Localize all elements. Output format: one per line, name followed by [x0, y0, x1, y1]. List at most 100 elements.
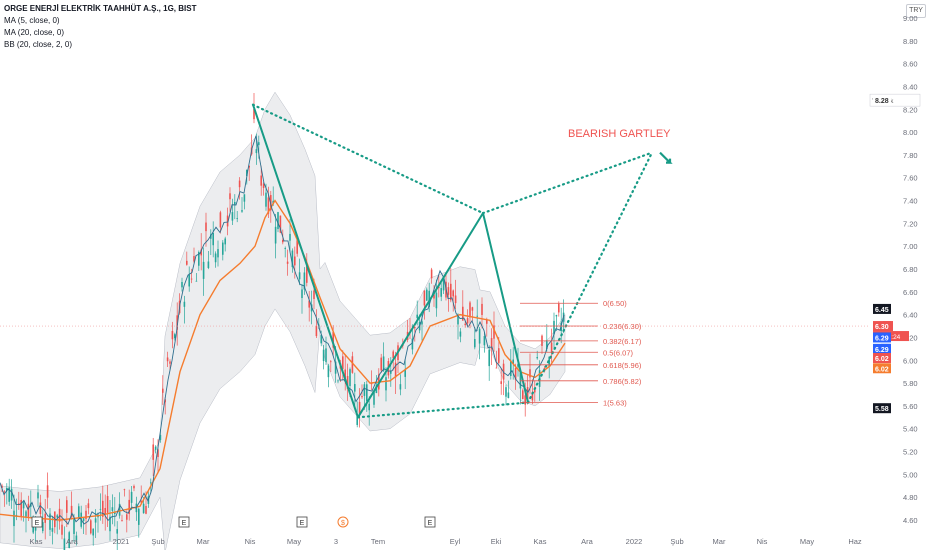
candle-body [286, 261, 289, 264]
candle-body [440, 288, 442, 297]
ask-price-badge-bg [873, 321, 891, 332]
earnings-marker[interactable]: E [296, 516, 308, 528]
candle-body [13, 510, 15, 527]
candle-body [416, 314, 418, 318]
candle-body [486, 320, 488, 324]
candle-body [284, 248, 286, 249]
y-tick-label: 5.40 [903, 425, 918, 434]
x-tick-label: Ara [581, 537, 594, 546]
candle-body [260, 175, 262, 186]
candle-body [289, 233, 291, 241]
candle-body [452, 290, 454, 297]
x-tick-label: May [287, 537, 301, 546]
candle-body [1, 485, 3, 488]
candle-body [306, 266, 308, 283]
ma20-line [0, 199, 566, 521]
candle-body [128, 499, 130, 514]
high-tag-frame [869, 93, 921, 107]
candle-body [524, 395, 526, 405]
candle-body [133, 485, 135, 489]
y-tick-label: 4.80 [903, 493, 918, 502]
candle-body [334, 361, 337, 374]
candle-body [222, 242, 224, 255]
candle-body [493, 325, 495, 339]
fib-level-label: 0.382(6.17) [603, 337, 642, 346]
candle-body [298, 272, 301, 280]
candle-body [3, 491, 6, 493]
candle-body [320, 334, 322, 344]
candle-body [294, 256, 296, 266]
candle-body [262, 183, 265, 188]
candle-body [435, 292, 438, 309]
candle-body [202, 261, 205, 279]
candle-body [258, 142, 260, 146]
candle-body [471, 307, 474, 311]
ma5-line [0, 135, 565, 525]
candle-body [6, 488, 8, 492]
candle-body [277, 212, 279, 229]
fib-level-label: 0(6.50) [603, 299, 627, 308]
ask-price-badge: 6.30 [875, 324, 889, 331]
x-tick-label: Ara [66, 537, 79, 546]
dividend-marker[interactable]: $ [337, 516, 349, 528]
candle-body [363, 384, 366, 396]
candle-body [558, 303, 560, 313]
candle-body [373, 391, 375, 405]
candle-body [102, 500, 104, 517]
x-tick-label: Haz [848, 537, 862, 546]
candle-body [399, 384, 402, 390]
y-tick-label: 7.80 [903, 151, 918, 160]
y-tick-label: 8.60 [903, 60, 918, 69]
ma20-price-badge-bg [873, 363, 891, 374]
event-marker-label: E [35, 520, 40, 527]
candle-body [507, 392, 510, 398]
candle-body [186, 260, 188, 265]
pattern-dotted-ac [356, 401, 530, 419]
x-tick-label: Şub [151, 537, 164, 546]
dividend-marker-icon [337, 516, 349, 528]
ma20-price-badge: 6.02 [875, 366, 889, 373]
indicator-ma20-label[interactable]: MA (20, close, 0) [4, 28, 65, 37]
candle-body [322, 349, 325, 362]
candle-body [505, 387, 507, 397]
earnings-marker-icon [424, 516, 436, 528]
candle-body [546, 340, 548, 350]
candle-body [342, 356, 344, 370]
pattern-leg-cd [526, 151, 654, 404]
candle-body [382, 356, 385, 371]
earnings-marker[interactable]: E [178, 516, 190, 528]
x-tick-label: Mar [197, 537, 210, 546]
bollinger-band [0, 91, 566, 550]
earnings-marker-icon [296, 516, 308, 528]
candle-body [344, 369, 346, 379]
candle-body [490, 338, 493, 349]
candle-body [514, 368, 517, 380]
event-marker-label: E [182, 520, 187, 527]
candle-body [450, 283, 452, 301]
candle-body [457, 314, 459, 325]
indicator-bb-label[interactable]: BB (20, close, 2, 0) [4, 40, 73, 49]
candle-body [183, 301, 186, 307]
candle-body [157, 449, 159, 458]
candle-body [190, 278, 193, 280]
candle-body [466, 318, 469, 324]
candle-body [85, 510, 87, 519]
candle-body [205, 222, 207, 232]
candle-body [495, 367, 498, 369]
ma5-price-badge-bg [873, 352, 891, 363]
currency-badge[interactable]: TRY [906, 4, 926, 18]
candle-body [325, 348, 327, 362]
candle-body [474, 339, 476, 348]
fib-level-label: 0.236(6.30) [603, 322, 642, 331]
candle-body [392, 351, 394, 359]
earnings-marker[interactable]: E [31, 516, 43, 528]
candle-body [106, 495, 109, 513]
candle-body [61, 524, 63, 535]
candle-body [327, 365, 330, 378]
candle-body [481, 303, 483, 315]
candle-body [118, 503, 121, 516]
earnings-marker[interactable]: E [424, 516, 436, 528]
fib-level-label: 1(5.63) [603, 398, 627, 407]
indicator-ma5-label[interactable]: MA (5, close, 0) [4, 16, 60, 25]
